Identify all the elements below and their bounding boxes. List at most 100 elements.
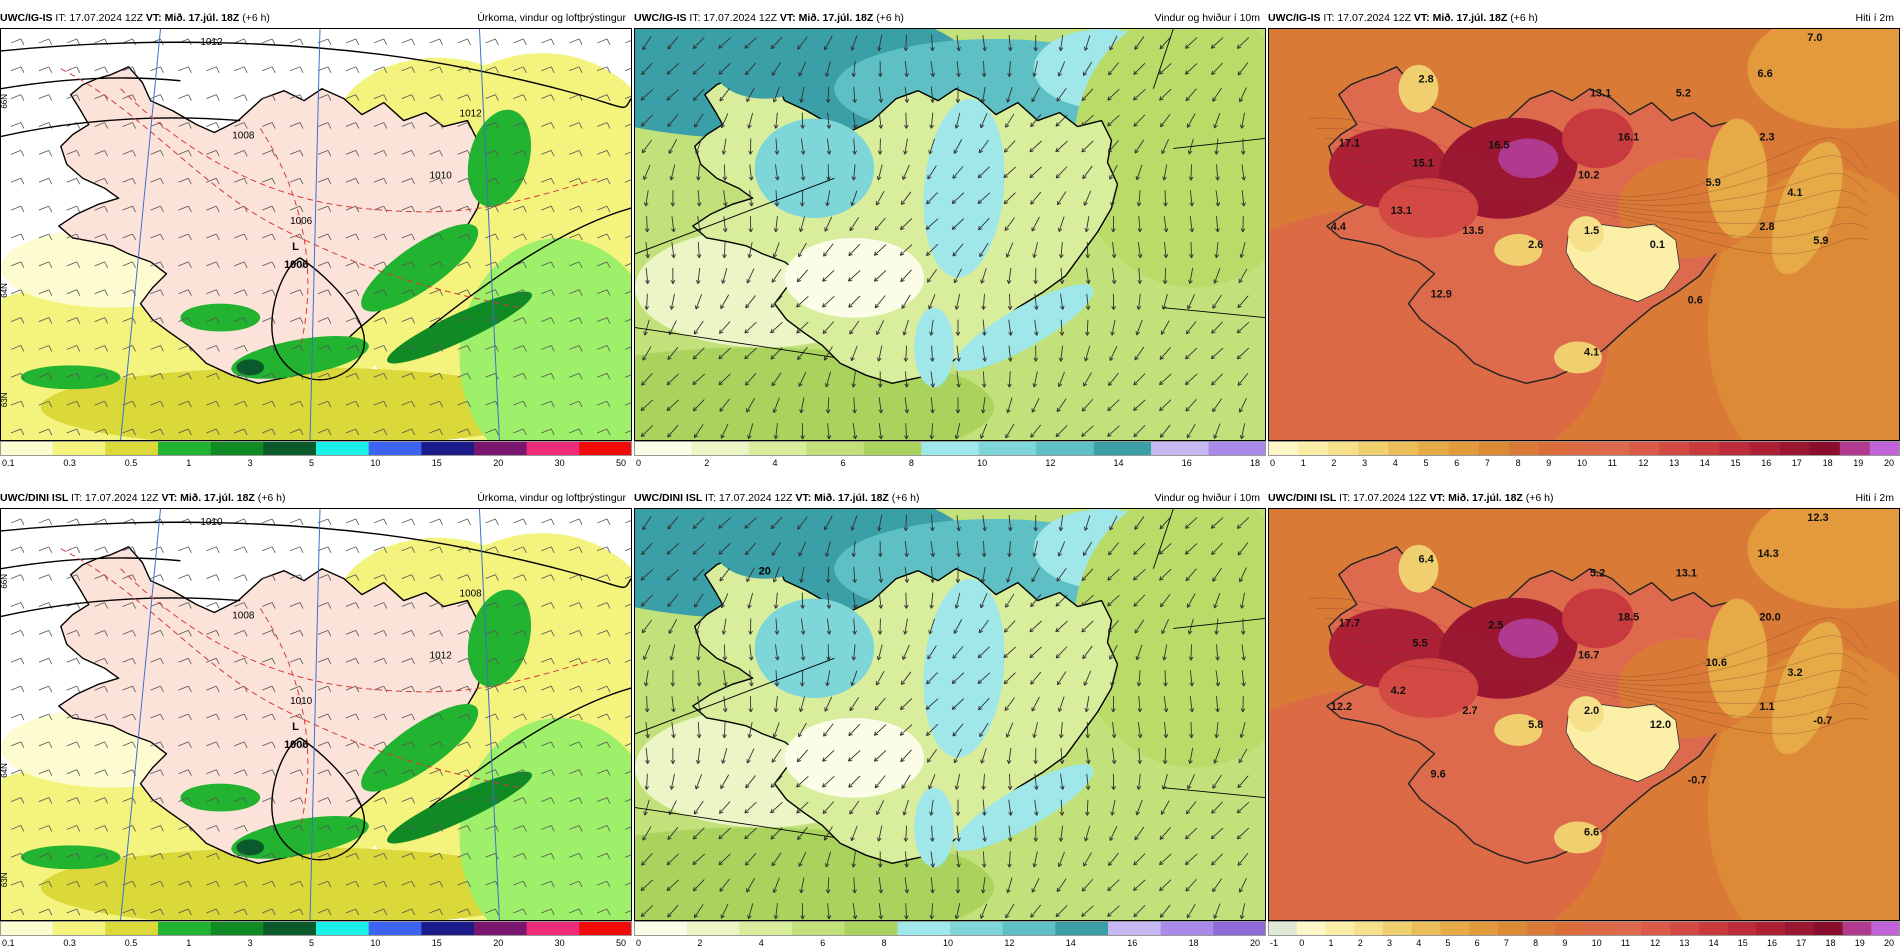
- colorbar-swatch: [316, 921, 370, 936]
- colorbar-swatch: [1296, 921, 1326, 936]
- colorbar-swatch: [1328, 441, 1359, 456]
- lead-time: (+6 h): [1525, 492, 1554, 504]
- temperature-field: [1747, 29, 1899, 129]
- colorbar-swatch: [1440, 921, 1470, 936]
- temperature-value-label: 20.0: [1759, 611, 1780, 623]
- colorbar-swatch: [978, 441, 1037, 456]
- colorbar-swatch: [1670, 921, 1700, 936]
- wind-field: [784, 717, 925, 798]
- temperature-value-label: 12.0: [1650, 719, 1671, 731]
- temperature-value-label: 2.3: [1759, 131, 1774, 143]
- wind-field: [754, 118, 875, 219]
- colorbar-tick-label: 17: [1796, 938, 1807, 948]
- temperature-isotherms: [60, 548, 600, 828]
- colorbar-swatch: [1584, 921, 1614, 936]
- panel-title: Úrkoma, vindur og loftþrýstingur: [477, 12, 626, 24]
- colorbar-swatch: [474, 441, 528, 456]
- temperature-value-label: 2.6: [1528, 239, 1543, 251]
- isobars: [1, 521, 631, 861]
- precip-core: [361, 224, 479, 312]
- temperature-field: [1747, 509, 1899, 609]
- temperature-map-svg: 7.0 6.6 2.8 13.1 5.2 17.1 16.5 16.1 2.3 15.1 10.2 5…: [1269, 29, 1899, 440]
- colorbar-swatch: [1448, 441, 1480, 456]
- temperature-value-label: 12.2: [1331, 701, 1352, 713]
- low-pressure-value: 1006: [284, 259, 308, 271]
- wind-barbs: [10, 38, 631, 436]
- colorbar-swatch: [1208, 441, 1266, 456]
- colorbar-swatch: [0, 441, 54, 456]
- model-name: UWC/IG-IS: [634, 12, 690, 24]
- colorbar-swatch: [1659, 441, 1690, 456]
- colorbar-tick-label: 6: [820, 938, 826, 948]
- colorbar-swatch: [1568, 441, 1600, 456]
- colorbar-swatch: [1382, 921, 1413, 936]
- colorbar-swatch: [1641, 921, 1671, 936]
- model-name: UWC/DINI ISL: [634, 492, 705, 504]
- colorbar-tick-label: 0.5: [124, 938, 138, 948]
- panel-title: Vindur og hviður í 10m: [1154, 12, 1260, 24]
- temperature-field: [1707, 648, 1899, 920]
- colorbar-tick-label: 30: [554, 458, 565, 468]
- colorbar-tick-label: 20: [493, 938, 504, 948]
- wind-field: [923, 578, 1005, 758]
- colorbar-tick-label: 16: [1127, 938, 1138, 948]
- temperature-isotherms: [60, 68, 600, 348]
- forecast-map: 1012 1012 1008 1010 1006 L 1006 66N 64N 63N: [0, 28, 632, 441]
- colorbar-tick-label: 0.1: [2, 458, 15, 468]
- colorbar-tick-label: 14: [1065, 938, 1076, 948]
- low-pressure-marker: L: [292, 241, 299, 253]
- colorbar: [0, 921, 632, 936]
- colorbar-swatch: [474, 921, 528, 936]
- panel-title: Hiti í 2m: [1855, 492, 1894, 504]
- temperature-value-label: 13.1: [1590, 88, 1611, 100]
- latitude-label: 63N: [1, 392, 9, 407]
- colorbar-ticks: 0.1 0.3 0.5 1 3 5 10 15 20 30 50: [0, 458, 632, 470]
- colorbar-tick-label: 5: [1423, 458, 1429, 468]
- wind-field: [953, 764, 1094, 851]
- colorbar-tick-label: 0.3: [63, 458, 76, 468]
- colorbar-tick-label: 1: [186, 458, 192, 468]
- colorbar-ticks: -1 0 1 2 3 4 5 6 7 8 9 10 11 12 13 14 15 16 17 18 19 20: [1268, 938, 1900, 950]
- panel-header: UWC/DINI ISL IT: 17.07.2024 12Z VT: Mið.…: [0, 488, 632, 508]
- temperature-value-label: 3.2: [1787, 667, 1802, 679]
- forecast-map: 12.3 14.3 6.4 5.2 13.1 17.7 2.5 18.5 20.0 5.5 16.7…: [1268, 508, 1900, 921]
- temperature-value-label: 13.5: [1462, 225, 1483, 237]
- precip-core: [387, 771, 533, 844]
- model-name: UWC/DINI ISL: [1268, 492, 1339, 504]
- colorbar-swatch: [1526, 921, 1556, 936]
- colorbar-tick-label: 10: [943, 938, 954, 948]
- temperature-field: [1771, 621, 1843, 755]
- colorbar-tick-label: 2: [704, 458, 710, 468]
- init-time: IT: 17.07.2024 12Z: [55, 12, 146, 24]
- colorbar-tick-label: 50: [616, 458, 627, 468]
- model-name: UWC/IG-IS: [1268, 12, 1324, 24]
- colorbar-tick-label: 5: [309, 458, 315, 468]
- temperature-field: [1568, 696, 1604, 732]
- precip-core: [180, 303, 261, 332]
- colorbar-swatch: [806, 441, 865, 456]
- precip-core: [20, 365, 121, 390]
- temperature-contours: [1308, 117, 1868, 255]
- colorbar-swatch: [1418, 441, 1450, 456]
- precip-core: [361, 704, 479, 792]
- forecast-map: 7.0 6.6 2.8 13.1 5.2 17.1 16.5 16.1 2.3 15.1 10.2 5…: [1268, 28, 1900, 441]
- colorbar-tick-label: 2: [697, 938, 703, 948]
- colorbar-tick-label: 4: [772, 458, 778, 468]
- colorbar-tick-label: 10: [370, 458, 381, 468]
- colorbar-tick-label: 16: [1767, 938, 1778, 948]
- temperature-value-label: 2.5: [1488, 619, 1503, 631]
- colorbar-tick-label: 18: [1188, 938, 1199, 948]
- temperature-field: [1707, 168, 1899, 440]
- colorbar-swatch: [421, 441, 475, 456]
- temperature-value-label: 5.9: [1813, 235, 1828, 247]
- colorbar-swatch: [1749, 441, 1781, 456]
- colorbar-swatch: [1719, 441, 1751, 456]
- precip-core: [231, 336, 369, 379]
- temperature-value-label: 16.1: [1618, 131, 1639, 143]
- colorbar-tick-label: 3: [247, 458, 253, 468]
- init-time: IT: 17.07.2024 12Z: [1338, 492, 1430, 504]
- colorbar-tick-label: 8: [1533, 938, 1539, 948]
- colorbar-swatch: [421, 921, 475, 936]
- colorbar-swatch: [691, 441, 750, 456]
- valid-time: VT: Mið. 17.júl. 18Z: [161, 492, 258, 504]
